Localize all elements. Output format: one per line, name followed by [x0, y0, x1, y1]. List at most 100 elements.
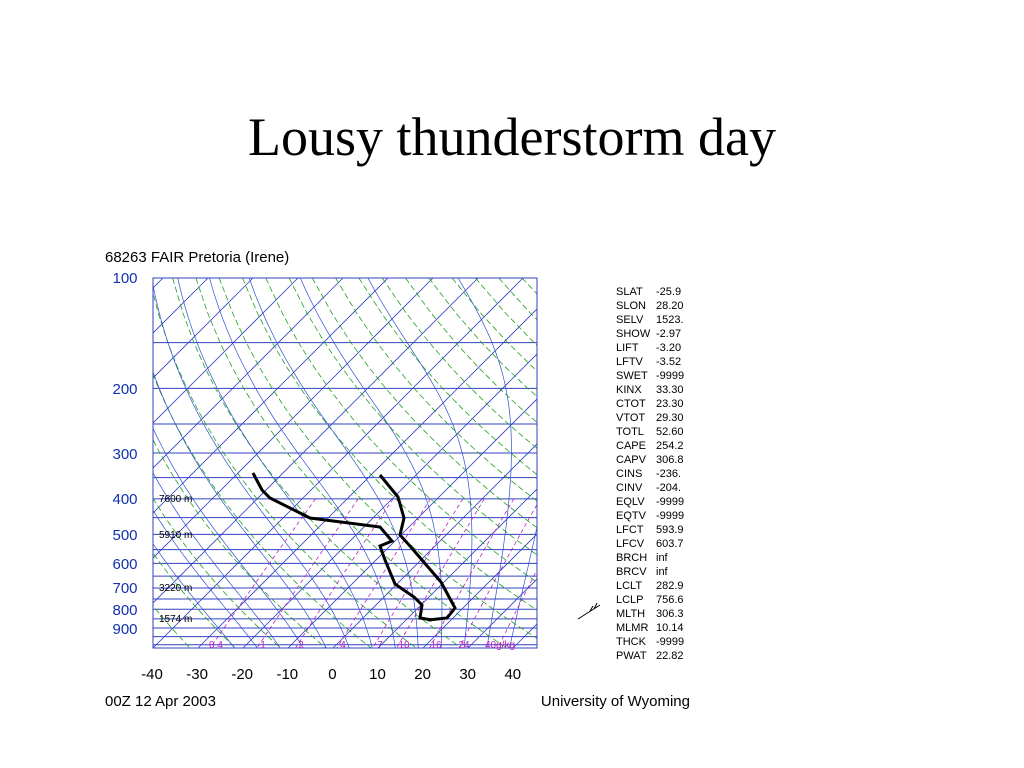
isotherm [153, 278, 344, 469]
height-label: 5910 m [159, 530, 192, 541]
isotherm [558, 278, 928, 648]
temperature-label: 40 [504, 666, 521, 683]
index-value: inf [656, 552, 669, 564]
mixing-ratio-label: 0.4 [209, 640, 223, 651]
mixing-ratio-label: 1 [260, 640, 266, 651]
index-value: -3.20 [656, 342, 681, 354]
temperature-label: -20 [231, 666, 253, 683]
moist-adiabat [457, 278, 512, 648]
index-name: BRCH [616, 552, 647, 564]
index-name: LCLP [616, 594, 644, 606]
isotherm [512, 623, 537, 648]
index-name: BRCV [616, 566, 647, 578]
dry-adiabat [381, 278, 537, 449]
index-name: THCK [616, 636, 647, 648]
dry-adiabat [195, 278, 508, 648]
mixing-ratio-label: 16 [430, 640, 442, 651]
pressure-label: 300 [112, 446, 137, 463]
index-name: SLON [616, 300, 646, 312]
index-value: 29.30 [656, 412, 684, 424]
index-name: LFCV [616, 538, 645, 550]
isotherm [153, 278, 434, 559]
isotherm [153, 278, 299, 424]
index-name: LCLT [616, 580, 642, 592]
mixing-ratio-line [396, 498, 485, 648]
dry-adiabat [153, 552, 236, 648]
diagram-grid [0, 278, 928, 648]
moist-adiabat [509, 525, 537, 648]
mixing-ratio-line [458, 503, 537, 648]
index-value: -25.9 [656, 286, 681, 298]
index-name: MLTH [616, 608, 645, 620]
dry-adiabat [521, 278, 537, 295]
index-value: 23.30 [656, 398, 684, 410]
mixing-ratio-label: 2 [298, 640, 304, 651]
dry-adiabat [172, 278, 463, 648]
dry-adiabat [153, 497, 282, 648]
index-name: CINV [616, 482, 643, 494]
index-value: -9999 [656, 370, 684, 382]
isotherm [0, 278, 118, 648]
isotherm [242, 353, 537, 648]
moist-adiabat [367, 278, 473, 648]
index-value: 603.7 [656, 538, 684, 550]
pressure-label: 700 [112, 580, 137, 597]
pressure-label: 500 [112, 527, 137, 544]
index-value: -9999 [656, 636, 684, 648]
index-name: SWET [616, 370, 648, 382]
index-value: inf [656, 566, 669, 578]
isotherm [0, 278, 73, 648]
pressure-label: 900 [112, 621, 137, 638]
index-value: -9999 [656, 510, 684, 522]
height-label: 1574 m [159, 614, 192, 625]
moist-adiabat [153, 509, 258, 648]
slide-title: Lousy thunderstorm day [248, 107, 776, 167]
isotherm [197, 308, 537, 648]
moist-adiabat [153, 370, 327, 648]
index-value: 28.20 [656, 300, 684, 312]
mixing-ratio-line [256, 498, 359, 648]
temperature-label: 10 [369, 666, 386, 683]
index-name: LFTV [616, 356, 644, 368]
index-name: SELV [616, 314, 644, 326]
index-name: CINS [616, 468, 642, 480]
isotherm [287, 398, 537, 648]
index-name: EQLV [616, 496, 645, 508]
index-value: 756.6 [656, 594, 684, 606]
index-value: -2.97 [656, 328, 681, 340]
isotherm [377, 488, 537, 648]
index-value: 282.9 [656, 580, 684, 592]
dry-adiabat [153, 439, 327, 648]
dry-adiabat [218, 278, 537, 639]
moist-adiabat [248, 278, 419, 648]
index-value: -204. [656, 482, 681, 494]
pressure-label: 400 [112, 491, 137, 508]
mixing-ratio-line [497, 569, 537, 648]
index-value: 254.2 [656, 440, 684, 452]
moist-adiabat [153, 427, 304, 648]
footer-left: 00Z 12 Apr 2003 [105, 693, 216, 710]
index-name: CAPE [616, 440, 646, 452]
dry-adiabat [153, 290, 418, 648]
dry-adiabat [153, 373, 372, 648]
dry-adiabat [428, 278, 537, 398]
mixing-ratio-line [336, 498, 431, 648]
pressure-label: 800 [112, 602, 137, 619]
isotherm [153, 278, 389, 514]
isotherm [153, 278, 164, 289]
index-value: 33.30 [656, 384, 684, 396]
index-name: SLAT [616, 286, 643, 298]
index-value: -9999 [656, 496, 684, 508]
mixing-ratio-line [295, 498, 394, 648]
temperature-label: -30 [186, 666, 208, 683]
pressure-label: 200 [112, 381, 137, 398]
index-value: 52.60 [656, 426, 684, 438]
mixing-ratio-line [429, 498, 515, 648]
temperature-label: -10 [276, 666, 298, 683]
height-label: 7600 m [159, 494, 192, 505]
index-name: LFCT [616, 524, 644, 536]
dry-adiabat [242, 278, 537, 611]
mixing-ratio-label: 7 [377, 640, 383, 651]
isotherm [153, 278, 524, 648]
